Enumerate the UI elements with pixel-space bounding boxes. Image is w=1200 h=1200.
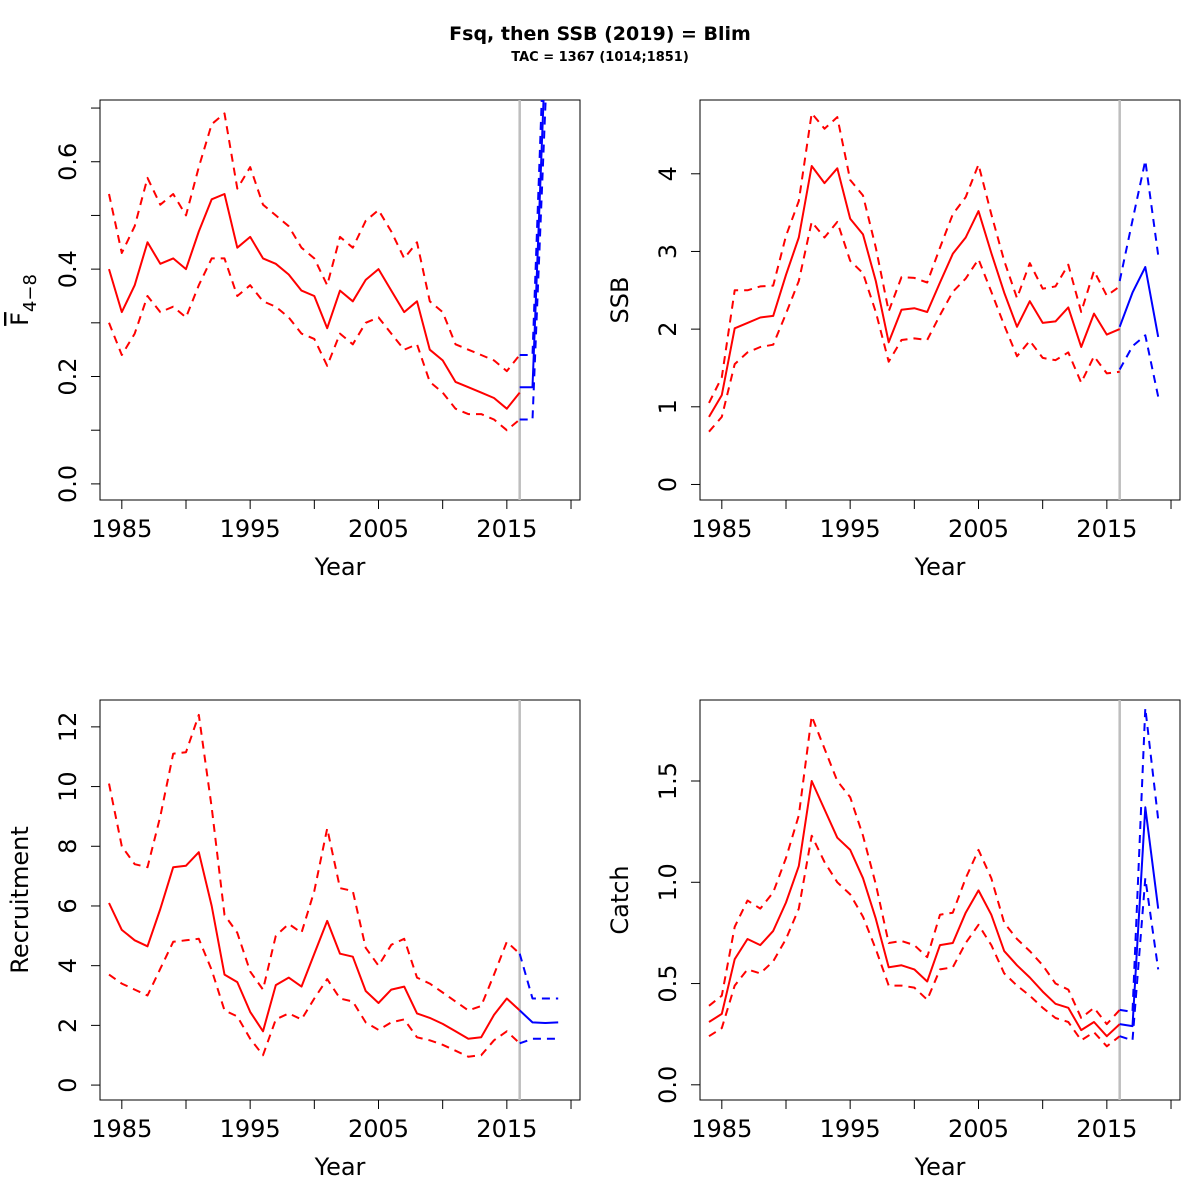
x-tick-label: 2015 bbox=[476, 515, 537, 543]
forecast-estimate-line bbox=[519, 1009, 559, 1024]
x-tick-label: 2005 bbox=[348, 515, 409, 543]
y-tick-label: 0.2 bbox=[54, 357, 82, 395]
forecast-lower-line bbox=[519, 100, 547, 421]
y-tick-label: 1.5 bbox=[654, 762, 682, 800]
y-tick-label: 2 bbox=[54, 1018, 82, 1033]
y-tick-label: 0.4 bbox=[54, 250, 82, 288]
history-lower-line bbox=[108, 937, 521, 1058]
x-tick-label: 1985 bbox=[91, 1115, 152, 1143]
forecast-estimate-line bbox=[519, 100, 545, 389]
y-tick-label: 0 bbox=[54, 1077, 82, 1092]
x-tick-label: 2005 bbox=[948, 1115, 1009, 1143]
y-tick-label: 0.0 bbox=[654, 1066, 682, 1104]
fbar-panel: 1985 1995 2005 2015 0.0 0.2 0.4 0.6 Year F4−8 bbox=[6, 99, 581, 581]
x-tick-label: 2005 bbox=[348, 1115, 409, 1143]
y-tick-label: 8 bbox=[54, 839, 82, 854]
fbar-x-axis-label: Year bbox=[314, 553, 366, 581]
catch-plot-frame bbox=[699, 699, 1181, 1101]
x-tick-label: 2015 bbox=[1076, 1115, 1137, 1143]
y-tick-label: 0 bbox=[654, 477, 682, 492]
catch-y-axis-label: Catch bbox=[606, 865, 634, 934]
ssb-panel: 1985 1995 2005 2015 0 1 2 3 4 Year SSB bbox=[606, 99, 1181, 581]
ssb-series-area bbox=[708, 112, 1160, 433]
ssb-x-axis-label: Year bbox=[914, 553, 966, 581]
forecast-upper-line bbox=[1118, 159, 1160, 282]
history-estimate-line bbox=[108, 851, 521, 1040]
ssb-plot-frame bbox=[699, 99, 1181, 501]
forecast-upper-line bbox=[519, 100, 543, 356]
x-tick-label: 1995 bbox=[220, 515, 281, 543]
y-tick-label: 1 bbox=[654, 399, 682, 414]
forecast-estimate-line bbox=[1118, 266, 1160, 338]
forecast-upper-line bbox=[518, 953, 559, 1000]
forecast-lower-line bbox=[519, 1037, 559, 1045]
forecast-estimate-line bbox=[1119, 806, 1160, 1028]
history-upper-line bbox=[108, 713, 521, 1012]
y-tick-label: 0.6 bbox=[54, 143, 82, 181]
recruitment-y-axis-label: Recruitment bbox=[6, 826, 34, 973]
y-tick-label: 0.0 bbox=[54, 465, 82, 503]
y-tick-label: 2 bbox=[654, 321, 682, 336]
x-tick-label: 2015 bbox=[1076, 515, 1137, 543]
history-lower-line bbox=[708, 220, 1120, 433]
y-tick-label: 3 bbox=[654, 244, 682, 259]
y-tick-label: 6 bbox=[54, 898, 82, 913]
history-lower-line bbox=[708, 834, 1121, 1048]
x-tick-label: 1995 bbox=[820, 1115, 881, 1143]
fbar-plot-frame bbox=[99, 99, 581, 501]
figure-title: Fsq, then SSB (2019) = Blim bbox=[449, 23, 751, 45]
history-lower-line bbox=[108, 257, 521, 432]
ssb-y-axis-label: SSB bbox=[606, 277, 634, 324]
catch-x-axis-label: Year bbox=[914, 1153, 966, 1181]
fbar-series-area bbox=[108, 100, 547, 432]
y-tick-label: 4 bbox=[654, 166, 682, 181]
fbar-y-axis-label: F4−8 bbox=[6, 274, 41, 326]
x-tick-label: 1985 bbox=[691, 1115, 752, 1143]
recruitment-panel: 1985 1995 2005 2015 0 2 4 6 8 10 12 Year Recruitment bbox=[6, 699, 581, 1181]
x-tick-label: 2005 bbox=[948, 515, 1009, 543]
history-upper-line bbox=[708, 715, 1121, 1026]
y-tick-label: 1.0 bbox=[654, 863, 682, 901]
x-tick-label: 1985 bbox=[91, 515, 152, 543]
forecast-lower-line bbox=[1119, 877, 1160, 1042]
x-tick-label: 1995 bbox=[220, 1115, 281, 1143]
recruitment-x-axis-label: Year bbox=[314, 1153, 366, 1181]
x-tick-label: 1995 bbox=[820, 515, 881, 543]
catch-panel: 1985 1995 2005 2015 0.0 0.5 1.0 1.5 Year Catch bbox=[606, 699, 1181, 1181]
y-tick-label: 0.5 bbox=[654, 964, 682, 1002]
y-tick-label: 12 bbox=[54, 712, 82, 743]
recruitment-series-area bbox=[108, 713, 559, 1058]
y-tick-label: 10 bbox=[54, 771, 82, 802]
figure-subtitle: TAC = 1367 (1014;1851) bbox=[511, 50, 689, 65]
recruitment-plot-frame bbox=[99, 699, 581, 1101]
forecast-lower-line bbox=[1118, 334, 1160, 397]
catch-series-area bbox=[708, 707, 1160, 1048]
y-tick-label: 4 bbox=[54, 958, 82, 973]
history-upper-line bbox=[708, 112, 1121, 404]
history-estimate-line bbox=[108, 193, 521, 410]
forecast-upper-line bbox=[1119, 707, 1160, 1013]
history-upper-line bbox=[108, 112, 521, 373]
history-estimate-line bbox=[708, 165, 1121, 418]
x-tick-label: 2015 bbox=[476, 1115, 537, 1143]
history-estimate-line bbox=[708, 780, 1121, 1038]
x-tick-label: 1985 bbox=[691, 515, 752, 543]
